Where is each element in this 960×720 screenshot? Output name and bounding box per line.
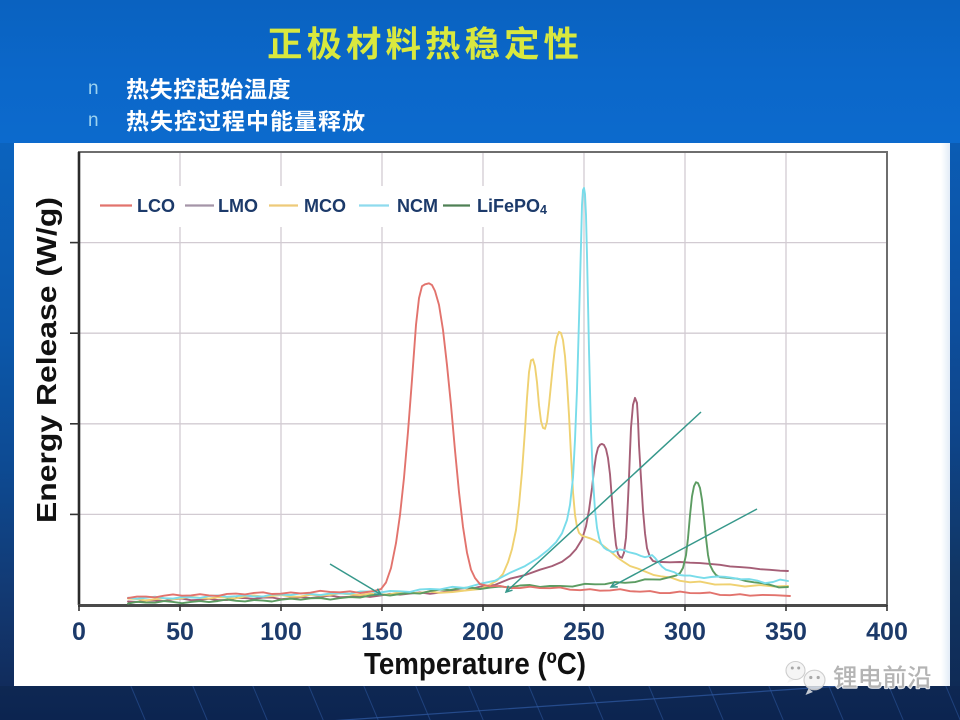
svg-text:LiFePO4: LiFePO4 (477, 196, 547, 217)
svg-text:100: 100 (260, 618, 302, 646)
svg-text:MCO: MCO (304, 196, 346, 216)
svg-text:200: 200 (462, 618, 504, 646)
svg-text:50: 50 (166, 618, 194, 646)
svg-text:0: 0 (72, 618, 86, 646)
svg-text:LCO: LCO (137, 196, 175, 216)
svg-text:400: 400 (866, 618, 908, 646)
svg-text:250: 250 (563, 618, 605, 646)
svg-text:Energy Release (W/g): Energy Release (W/g) (31, 197, 62, 523)
svg-text:LMO: LMO (218, 196, 258, 216)
svg-text:300: 300 (664, 618, 706, 646)
svg-text:Temperature (ºC): Temperature (ºC) (364, 646, 586, 681)
svg-text:350: 350 (765, 618, 807, 646)
svg-text:n: n (88, 78, 99, 99)
svg-text:150: 150 (361, 618, 403, 646)
svg-text:NCM: NCM (397, 196, 438, 216)
svg-text:n: n (88, 110, 99, 131)
